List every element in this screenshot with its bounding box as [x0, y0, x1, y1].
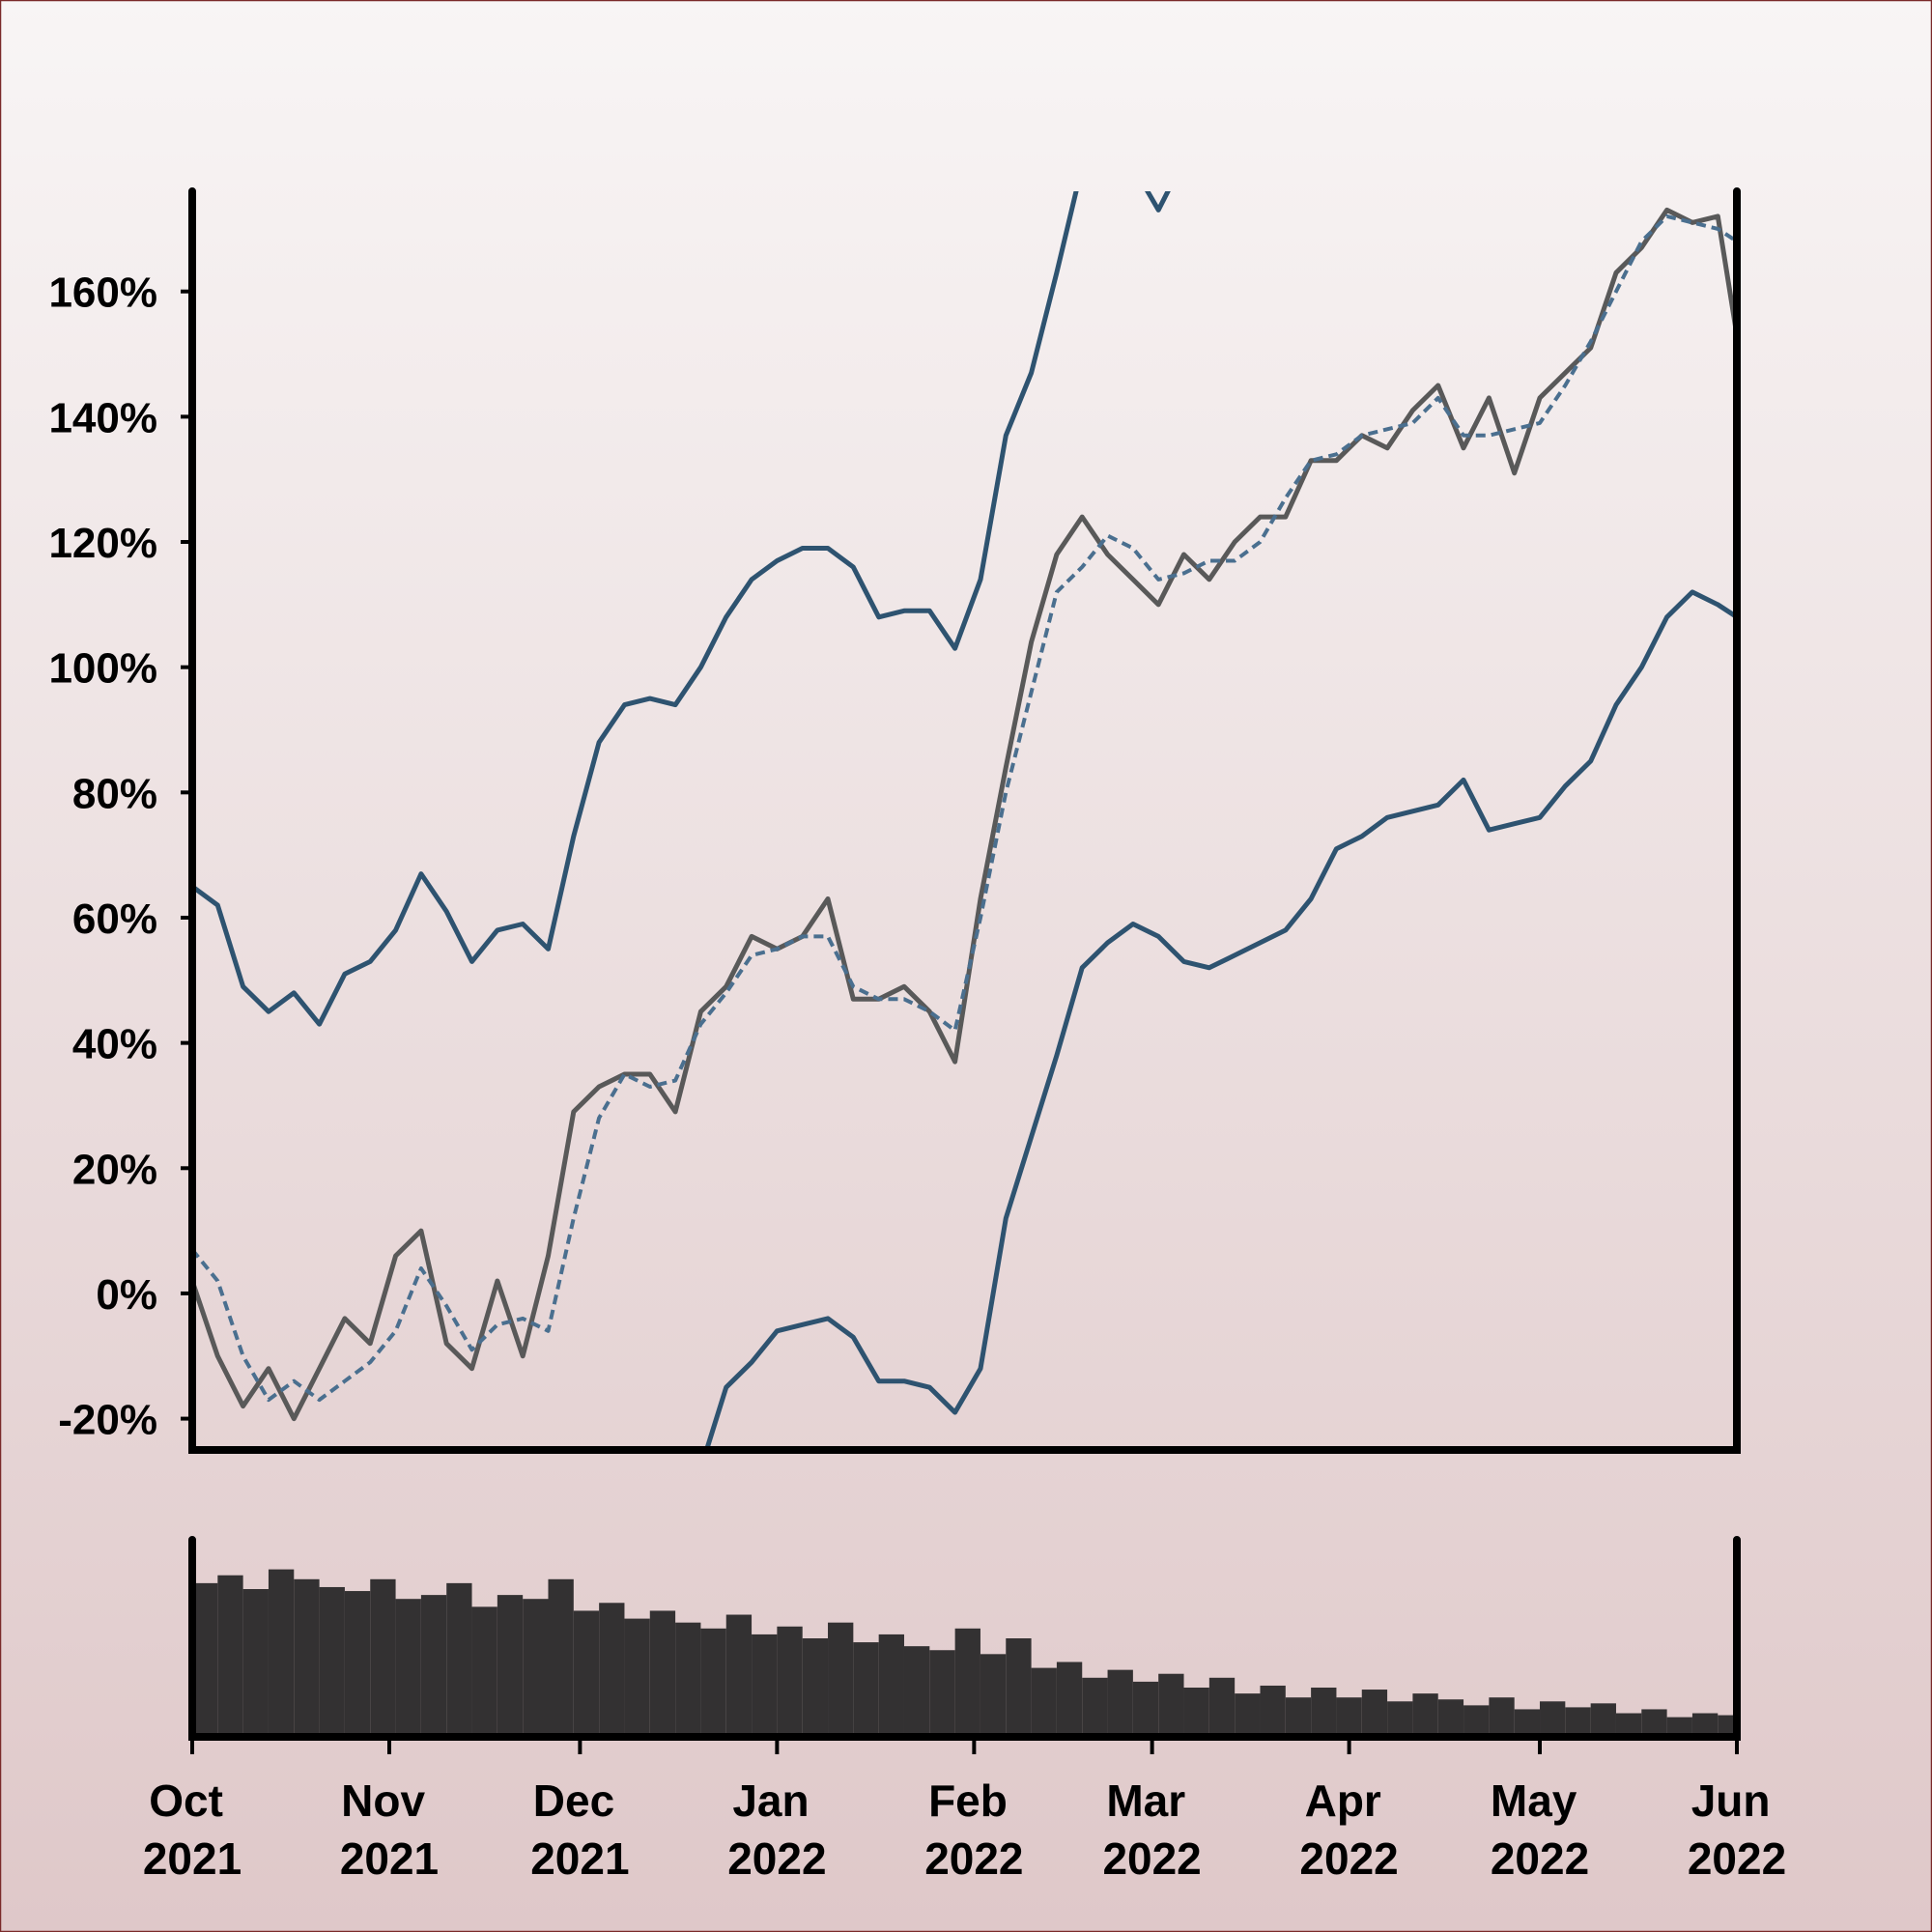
volume-bar — [242, 1589, 269, 1737]
volume-bar — [1311, 1688, 1337, 1737]
series-line — [192, 213, 1737, 1403]
volume-bar — [523, 1599, 549, 1737]
x-tick-label: Oct 2021 — [143, 1776, 242, 1884]
volume-bar — [1208, 1677, 1236, 1737]
volume-bar — [853, 1642, 879, 1737]
volume-bar — [1132, 1681, 1159, 1737]
volume-bar — [1361, 1690, 1388, 1737]
volume-bar — [497, 1595, 524, 1737]
volume-frame — [188, 1536, 1741, 1741]
volume-bar — [1158, 1673, 1184, 1737]
volume-bar — [675, 1622, 701, 1737]
volume-bar — [903, 1646, 930, 1737]
volume-bar — [954, 1628, 980, 1737]
volume-bar — [420, 1595, 447, 1737]
volume-bar — [1412, 1693, 1438, 1737]
volume-bar — [1463, 1705, 1490, 1737]
volume-bar — [1336, 1697, 1362, 1737]
y-tick-label: 120% — [48, 520, 157, 567]
volume-bar — [980, 1654, 1007, 1737]
volume-bar — [700, 1628, 726, 1737]
y-tick-label: 40% — [72, 1021, 157, 1068]
x-tick-label: Apr 2022 — [1299, 1776, 1398, 1884]
volume-bar — [192, 1582, 218, 1737]
volume-bar — [1590, 1703, 1616, 1737]
volume-bar — [624, 1618, 650, 1737]
volume-bar — [294, 1578, 320, 1737]
volume-bar — [1718, 1715, 1737, 1737]
volume-bar — [395, 1599, 421, 1737]
volume-bar — [471, 1606, 497, 1737]
x-tick-label: Nov 2021 — [340, 1776, 439, 1884]
y-tick-label: 60% — [72, 895, 157, 943]
volume-bar — [370, 1578, 396, 1737]
x-tick-label: Dec 2021 — [530, 1776, 629, 1884]
x-tick-label: Mar 2022 — [1102, 1776, 1201, 1884]
volume-bar — [1437, 1699, 1464, 1737]
x-tick-label: Jan 2022 — [727, 1776, 826, 1884]
x-tick-label: May 2022 — [1491, 1776, 1589, 1884]
y-tick-label: 20% — [72, 1146, 157, 1193]
volume-bar — [1107, 1669, 1133, 1737]
volume-bar — [777, 1626, 803, 1737]
volume-bar — [1691, 1713, 1719, 1737]
volume-bar — [1260, 1685, 1286, 1737]
x-tick-label: Jun 2022 — [1688, 1776, 1786, 1884]
y-tick-label: 160% — [48, 270, 157, 317]
volume-bar — [268, 1569, 295, 1737]
volume-bar — [1285, 1697, 1312, 1737]
volume-bar — [649, 1610, 676, 1737]
volume-bar — [1565, 1707, 1591, 1737]
y-tick-label: 0% — [96, 1271, 157, 1319]
volume-bar — [1666, 1717, 1692, 1737]
volume-bar — [548, 1578, 574, 1737]
series-line — [192, 191, 1171, 1027]
y-tick-label: 140% — [48, 394, 157, 441]
volume-bar — [1183, 1688, 1209, 1737]
volume-bar — [1235, 1693, 1261, 1737]
volume-bar — [1056, 1662, 1083, 1737]
volume-bar — [1082, 1677, 1108, 1737]
volume-bar — [1615, 1713, 1642, 1737]
volume-bar — [319, 1586, 345, 1737]
volume-bar — [1489, 1697, 1515, 1737]
volume-bar — [1514, 1709, 1541, 1737]
y-tick-label: 80% — [72, 770, 157, 817]
volume-bar — [725, 1614, 753, 1737]
volume-bar — [217, 1575, 243, 1737]
volume-bar — [878, 1634, 904, 1737]
volume-bar — [599, 1603, 625, 1737]
volume-bar — [446, 1582, 472, 1737]
volume-bar — [1641, 1709, 1667, 1737]
series-line — [703, 589, 1737, 1450]
volume-bar — [1540, 1701, 1566, 1737]
volume-bar — [929, 1650, 955, 1737]
x-tick-label: Feb 2022 — [924, 1776, 1023, 1884]
y-tick-label: 100% — [48, 645, 157, 693]
y-tick-label: -20% — [58, 1397, 157, 1444]
axis-frame — [188, 187, 1741, 1454]
volume-bar — [752, 1634, 778, 1737]
volume-bar — [1387, 1701, 1413, 1737]
volume-bar — [1006, 1638, 1032, 1737]
plot-lines — [192, 191, 1737, 1450]
volume-bar — [802, 1638, 829, 1737]
volume-bar — [1031, 1667, 1057, 1737]
volume-bar — [828, 1622, 854, 1737]
volume-bar — [344, 1591, 371, 1737]
volume-bar — [573, 1610, 600, 1737]
